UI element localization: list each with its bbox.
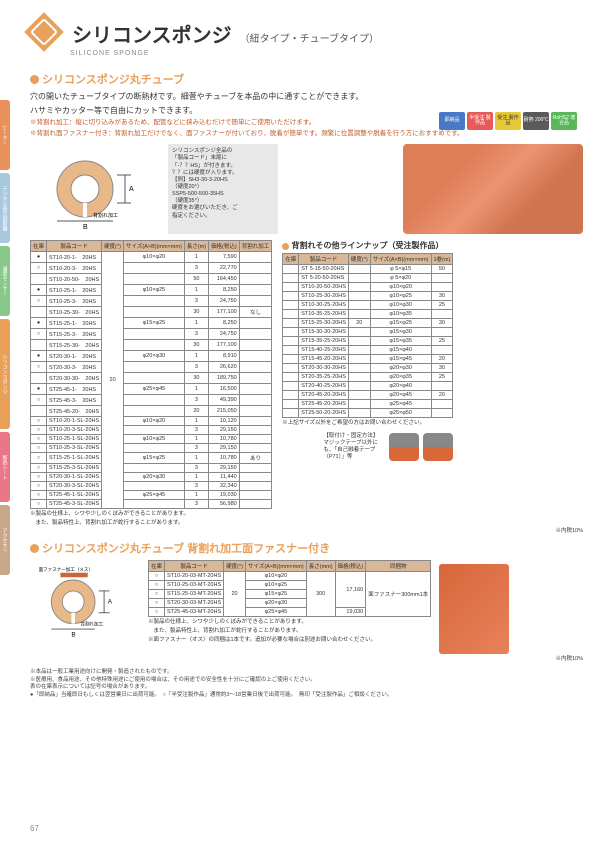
desc1: 穴の開いたチューブタイプの断熱材です。細菅やチューブを本品の中に通すことができま… bbox=[30, 91, 583, 102]
svg-text:B: B bbox=[83, 224, 88, 229]
footnotes: ※本品は一般工業用途向けに開発・製造されたものです。 ※医療用、食品用途、その他… bbox=[30, 669, 583, 700]
code-info-box: シリコンスポンジ全品の 「製品コード」末尾に 「-？？HS」が付きます。 ？？に… bbox=[168, 144, 278, 234]
side-tab: シリコンスポンジ bbox=[0, 319, 10, 429]
badge: 半受注 製作品 bbox=[467, 112, 493, 130]
section1-title: シリコンスポンジ丸チューブ bbox=[30, 71, 583, 87]
mounting-note: 【取付け・固定方法】 マジックテープ以外にも、「自己融着テープ（P71）」等 bbox=[323, 433, 383, 462]
fastener-note: ※面ファスナー（オス）の同梱は1本です。追加が必要な場合は別途お問い合わせくださ… bbox=[148, 637, 431, 644]
badge: 耐熱 200℃ bbox=[523, 112, 549, 130]
fastener-note: ※製品の仕様上、シワや少しのくぼみができることがあります。 bbox=[148, 619, 431, 626]
diagram-row: A B 背割れ加工 シリコンスポンジ全品の 「製品コード」末尾に 「-？？HS」… bbox=[30, 144, 583, 234]
badge: 受注 製作品 bbox=[495, 112, 521, 130]
bullet-icon bbox=[282, 243, 289, 250]
svg-text:背割れ加工: 背割れ加工 bbox=[80, 621, 103, 628]
product-photo bbox=[286, 144, 583, 234]
side-tab: デジタル表示調節器 bbox=[0, 173, 10, 243]
side-tab: ヒーター bbox=[0, 100, 10, 170]
side-tab: 温度センサー bbox=[0, 246, 10, 316]
badge: RoHS2 適合品 bbox=[551, 112, 577, 130]
section2-title: シリコンスポンジ丸チューブ 背割れ加工面ファスナー付き bbox=[30, 540, 583, 556]
side-tab: 断熱シート bbox=[0, 432, 10, 502]
svg-text:A: A bbox=[108, 599, 113, 606]
tape-photo bbox=[389, 433, 453, 461]
section1-title-text: シリコンスポンジ丸チューブ bbox=[42, 71, 184, 87]
fastener-photo bbox=[439, 564, 509, 654]
title-sub: （紐タイプ・チューブタイプ） bbox=[240, 30, 379, 45]
badge: 即納品 bbox=[439, 112, 465, 130]
badges-row: 即納品 半受注 製作品 受注 製作品 耐熱 200℃ RoHS2 適合品 bbox=[439, 112, 577, 130]
side-tab: アクセサリ bbox=[0, 505, 10, 575]
svg-text:面ファスナー加工（メス）: 面ファスナー加工（メス） bbox=[39, 566, 93, 573]
section2-title-text: シリコンスポンジ丸チューブ 背割れ加工面ファスナー付き bbox=[42, 540, 330, 556]
bullet-icon bbox=[30, 75, 39, 84]
sidebar-tabs: ヒーター デジタル表示調節器 温度センサー シリコンスポンジ 断熱シート アクセ… bbox=[0, 100, 10, 800]
tax-note: ※内税10% bbox=[439, 656, 583, 663]
page-number: 67 bbox=[30, 824, 39, 833]
table-note: ※製品の仕様上、シワや少しのくぼみができることがあります。 bbox=[30, 511, 272, 518]
fastener-diagram: 面ファスナー加工（メス） 背割れ加工 A B bbox=[30, 560, 140, 640]
lineup-note: ※上記サイズ以外をご希望の方はお問い合わせください。 bbox=[282, 420, 453, 427]
title-en: SILICONE SPONGE bbox=[30, 50, 583, 57]
svg-text:背割れ加工: 背割れ加工 bbox=[93, 212, 118, 219]
svg-text:A: A bbox=[129, 186, 134, 193]
lineup-title: 背割れその他ラインナップ（受注製作品） bbox=[282, 240, 453, 251]
main-table: 在庫製品コード硬度(°)サイズ(A×B)(mm×mm)長さ(m)価格(税込)背割… bbox=[30, 240, 272, 509]
table-note: また、製品特性上、背割れ加工が蛇行することがあります。 bbox=[30, 520, 272, 527]
fastener-note: また、製品特性上、背割れ加工が蛇行することがあります。 bbox=[148, 628, 431, 635]
lineup-table: 在庫製品コード硬度(°)サイズ(A×B)(mm×mm)1巻(m)ST 5-15-… bbox=[282, 253, 453, 418]
bullet-icon bbox=[30, 544, 39, 553]
fastener-table: 在庫製品コード硬度(°)サイズ(A×B)(mm×mm)長さ(mm)価格(税込)同… bbox=[148, 560, 431, 617]
svg-text:B: B bbox=[71, 632, 75, 639]
logo-icon bbox=[24, 12, 64, 52]
page-header: シリコンスポンジ （紐タイプ・チューブタイプ） bbox=[30, 18, 583, 48]
title-jp: シリコンスポンジ bbox=[72, 19, 232, 48]
tax-note: ※内税10% bbox=[30, 526, 583, 534]
tube-diagram: A B 背割れ加工 bbox=[30, 144, 160, 234]
note2: ※背割れ面ファスナー付き：背割れ加工だけでなく、面ファスナーが付いており、脱着が… bbox=[30, 130, 583, 138]
